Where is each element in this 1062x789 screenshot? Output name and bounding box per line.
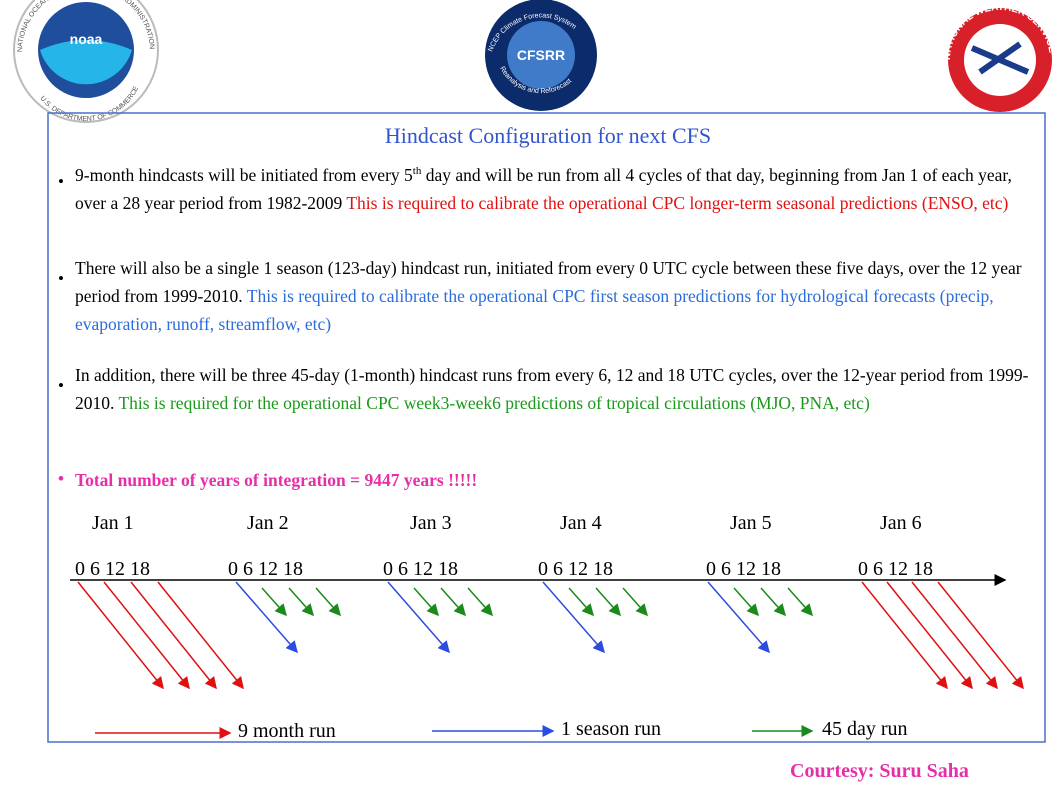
total-line: Total number of years of integration = 9… [75,470,478,490]
run-arrow [707,581,770,654]
cfsrr-logo: CFSRR NCEP Climate Forecast System Reana… [485,0,597,111]
run-arrow [235,581,298,654]
cycle-labels: 0 6 12 18 [75,558,150,580]
run-arrow [467,587,493,617]
run-arrow [315,587,341,617]
run-arrow [733,587,759,617]
bullet-text: In addition, there will be three 45-day … [75,365,1029,413]
legend-label: 1 season run [561,718,661,740]
run-arrow [622,587,648,617]
run-arrow [261,587,287,617]
run-arrow [787,587,813,617]
bullet: In addition, there will be three 45-day … [75,361,1035,417]
day-label: Jan 1 [92,512,134,534]
content-box [47,112,1046,743]
bullet-note: This is required to calibrate the operat… [75,286,994,334]
day-label: Jan 2 [247,512,289,534]
run-arrow [77,581,164,690]
run-arrow [130,581,217,690]
cycle-labels: 0 6 12 18 [228,558,303,580]
run-arrows [77,581,1024,690]
run-arrow [157,581,244,690]
bullet: 9-month hindcasts will be initiated from… [75,157,1035,217]
run-arrow [387,581,450,654]
cycle-labels: 0 6 12 18 [383,558,458,580]
cfsrr-name: CFSRR [517,47,565,63]
bullet-dot: • [58,376,64,395]
noaa-name: noaa [70,31,103,47]
bullet-dot: • [58,172,64,191]
bullet-dot: • [58,269,64,288]
slide-title: Hindcast Configuration for next CFS [384,123,712,148]
legend-label: 45 day run [822,718,908,740]
bullet: There will also be a single 1 season (12… [75,254,1035,338]
nws-logo: NATIONAL WEATHER SERVICE [942,2,1058,112]
run-arrow [886,581,973,690]
bullet-dot: • [58,469,64,488]
run-arrow [937,581,1024,690]
run-arrow [760,587,786,617]
day-label: Jan 3 [410,512,452,534]
cycle-labels: 0 6 12 18 [706,558,781,580]
run-arrow [413,587,439,617]
run-arrow [911,581,998,690]
run-arrow [288,587,314,617]
day-label: Jan 6 [880,512,922,534]
run-arrow [861,581,948,690]
run-arrow [103,581,190,690]
bullet-text: day and will be run from all 4 cycles of… [75,164,1012,213]
courtesy: Courtesy: Suru Saha [790,760,969,782]
bullet-text: There will also be a single 1 season (12… [75,258,1022,306]
bullet-note: This is required for the operational CPC… [118,393,870,413]
cycle-labels: 0 6 12 18 [538,558,613,580]
bullet-note: This is required to calibrate the operat… [346,192,1009,213]
run-arrow [440,587,466,617]
bullet-text: 9-month hindcasts will be initiated from… [75,164,413,185]
run-arrow [595,587,621,617]
cycle-labels: 0 6 12 18 [858,558,933,580]
run-arrow [542,581,605,654]
day-label: Jan 4 [560,512,602,534]
superscript: th [412,165,422,177]
day-label: Jan 5 [730,512,772,534]
legend-label: 9 month run [238,720,336,742]
noaa-logo: noaa NATIONAL OCEANIC AND ATMOSPHERIC AD… [13,0,159,123]
run-arrow [568,587,594,617]
